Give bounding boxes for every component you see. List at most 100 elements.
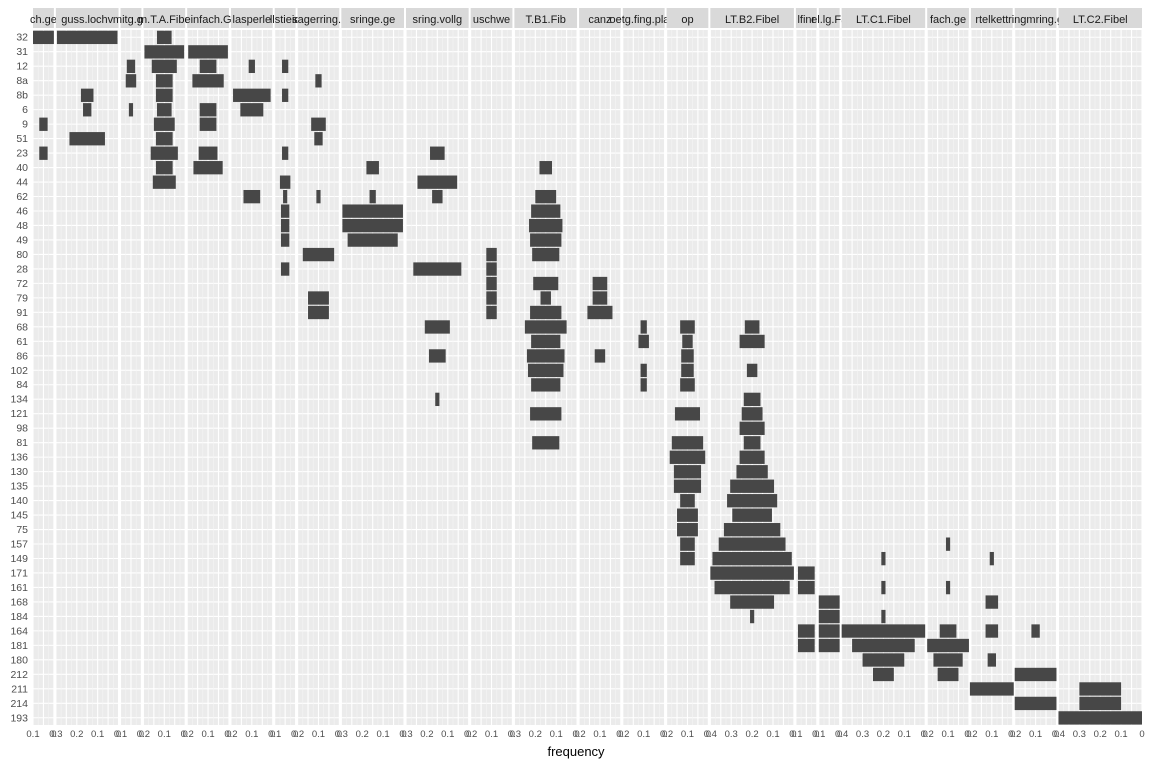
bar bbox=[530, 305, 562, 320]
x-tick-label: 0 bbox=[337, 729, 342, 740]
y-tick-label: 40 bbox=[16, 162, 28, 174]
facet-label: canz bbox=[588, 14, 611, 26]
bar bbox=[677, 523, 698, 537]
bar bbox=[674, 407, 700, 421]
x-tick-label: 0.1 bbox=[550, 729, 563, 740]
bar bbox=[592, 276, 608, 291]
facet-strip bbox=[579, 8, 621, 28]
y-tick-label: 145 bbox=[10, 510, 28, 522]
bar bbox=[199, 117, 217, 131]
x-tick-label: 0.1 bbox=[245, 729, 258, 740]
y-tick-label: 134 bbox=[10, 394, 28, 406]
bar bbox=[669, 450, 706, 464]
bar bbox=[937, 667, 959, 682]
bar bbox=[680, 494, 695, 508]
x-tick-label: 0.2 bbox=[877, 729, 890, 740]
y-tick-label: 62 bbox=[16, 191, 28, 203]
y-tick-label: 130 bbox=[10, 466, 28, 478]
bar bbox=[526, 349, 565, 363]
bar bbox=[730, 479, 775, 493]
bar bbox=[739, 450, 765, 464]
bar bbox=[1079, 682, 1122, 696]
x-tick-label: 0.2 bbox=[464, 729, 477, 740]
bar bbox=[540, 291, 551, 305]
bar bbox=[739, 421, 765, 435]
x-tick-label: 0.3 bbox=[335, 729, 348, 740]
bar bbox=[316, 189, 321, 204]
y-tick-label: 157 bbox=[10, 539, 28, 551]
x-tick-label: 0.3 bbox=[725, 729, 738, 740]
y-tick-label: 161 bbox=[10, 582, 28, 594]
x-tick-label: 0.2 bbox=[964, 729, 977, 740]
x-tick-label: 0.1 bbox=[26, 729, 39, 740]
y-tick-label: 149 bbox=[10, 553, 28, 565]
bar bbox=[797, 638, 815, 653]
bar bbox=[233, 88, 271, 102]
bar bbox=[280, 262, 290, 276]
bar bbox=[144, 45, 185, 59]
bar bbox=[366, 161, 379, 175]
facet-label: el.lg.Fa bbox=[811, 14, 848, 26]
x-tick-label: 0.2 bbox=[616, 729, 629, 740]
bar bbox=[818, 609, 840, 624]
y-tick-label: 49 bbox=[16, 234, 28, 246]
facet-label: lfinr bbox=[797, 14, 815, 26]
bar bbox=[530, 233, 562, 247]
bar bbox=[282, 59, 289, 74]
bar bbox=[985, 624, 999, 638]
facet-label: mitg.ge bbox=[113, 14, 149, 26]
bar bbox=[369, 189, 376, 204]
facet-label: uschwe bbox=[473, 14, 510, 26]
facet-strip bbox=[1014, 8, 1057, 28]
facet-label: sringe.ge bbox=[350, 14, 395, 26]
x-tick-label: 0.4 bbox=[704, 729, 717, 740]
bar bbox=[671, 436, 704, 450]
bar bbox=[987, 653, 996, 667]
facet-strip bbox=[1058, 8, 1142, 28]
bar bbox=[198, 146, 218, 160]
y-tick-label: 23 bbox=[16, 148, 28, 160]
x-tick-label: 0.1 bbox=[1029, 729, 1042, 740]
bar bbox=[712, 551, 792, 566]
bar bbox=[486, 247, 497, 262]
x-tick-label: 0.2 bbox=[356, 729, 369, 740]
x-tick-label: 0 bbox=[270, 729, 275, 740]
y-tick-label: 164 bbox=[10, 625, 28, 637]
y-tick-label: 48 bbox=[16, 220, 28, 232]
x-tick-label: 0.2 bbox=[660, 729, 673, 740]
facet-label: ch.ge bbox=[30, 14, 57, 26]
bar bbox=[852, 638, 915, 653]
facet-strip bbox=[143, 8, 186, 28]
bar bbox=[280, 233, 290, 247]
bar bbox=[156, 103, 172, 117]
y-tick-label: 81 bbox=[16, 437, 28, 449]
bar bbox=[531, 204, 561, 218]
x-tick-label: 0.1 bbox=[789, 729, 802, 740]
facet-label: rtelkett bbox=[975, 14, 1008, 26]
bar bbox=[531, 378, 561, 392]
bar bbox=[248, 59, 255, 74]
bar bbox=[741, 407, 763, 421]
x-tick-label: 0 bbox=[814, 729, 819, 740]
x-tick-label: 0.1 bbox=[377, 729, 390, 740]
y-tick-label: 171 bbox=[10, 567, 28, 579]
bar bbox=[1031, 624, 1040, 638]
bar bbox=[486, 262, 497, 276]
bar bbox=[682, 334, 693, 349]
x-tick-label: 0.2 bbox=[529, 729, 542, 740]
y-tick-label: 181 bbox=[10, 640, 28, 652]
y-tick-label: 98 bbox=[16, 423, 28, 435]
x-tick-label: 0.1 bbox=[485, 729, 498, 740]
bar bbox=[881, 551, 886, 566]
x-tick-label: 0.4 bbox=[1052, 729, 1065, 740]
x-tick-label: 0.2 bbox=[1094, 729, 1107, 740]
bar bbox=[539, 161, 552, 175]
facet-strip bbox=[187, 8, 229, 28]
facet-label: sagerring.r bbox=[292, 14, 345, 26]
y-tick-label: 135 bbox=[10, 481, 28, 493]
bar bbox=[723, 523, 781, 537]
bar bbox=[282, 146, 289, 160]
bar bbox=[193, 161, 223, 175]
y-tick-label: 121 bbox=[10, 408, 28, 420]
facet-strip bbox=[666, 8, 709, 28]
